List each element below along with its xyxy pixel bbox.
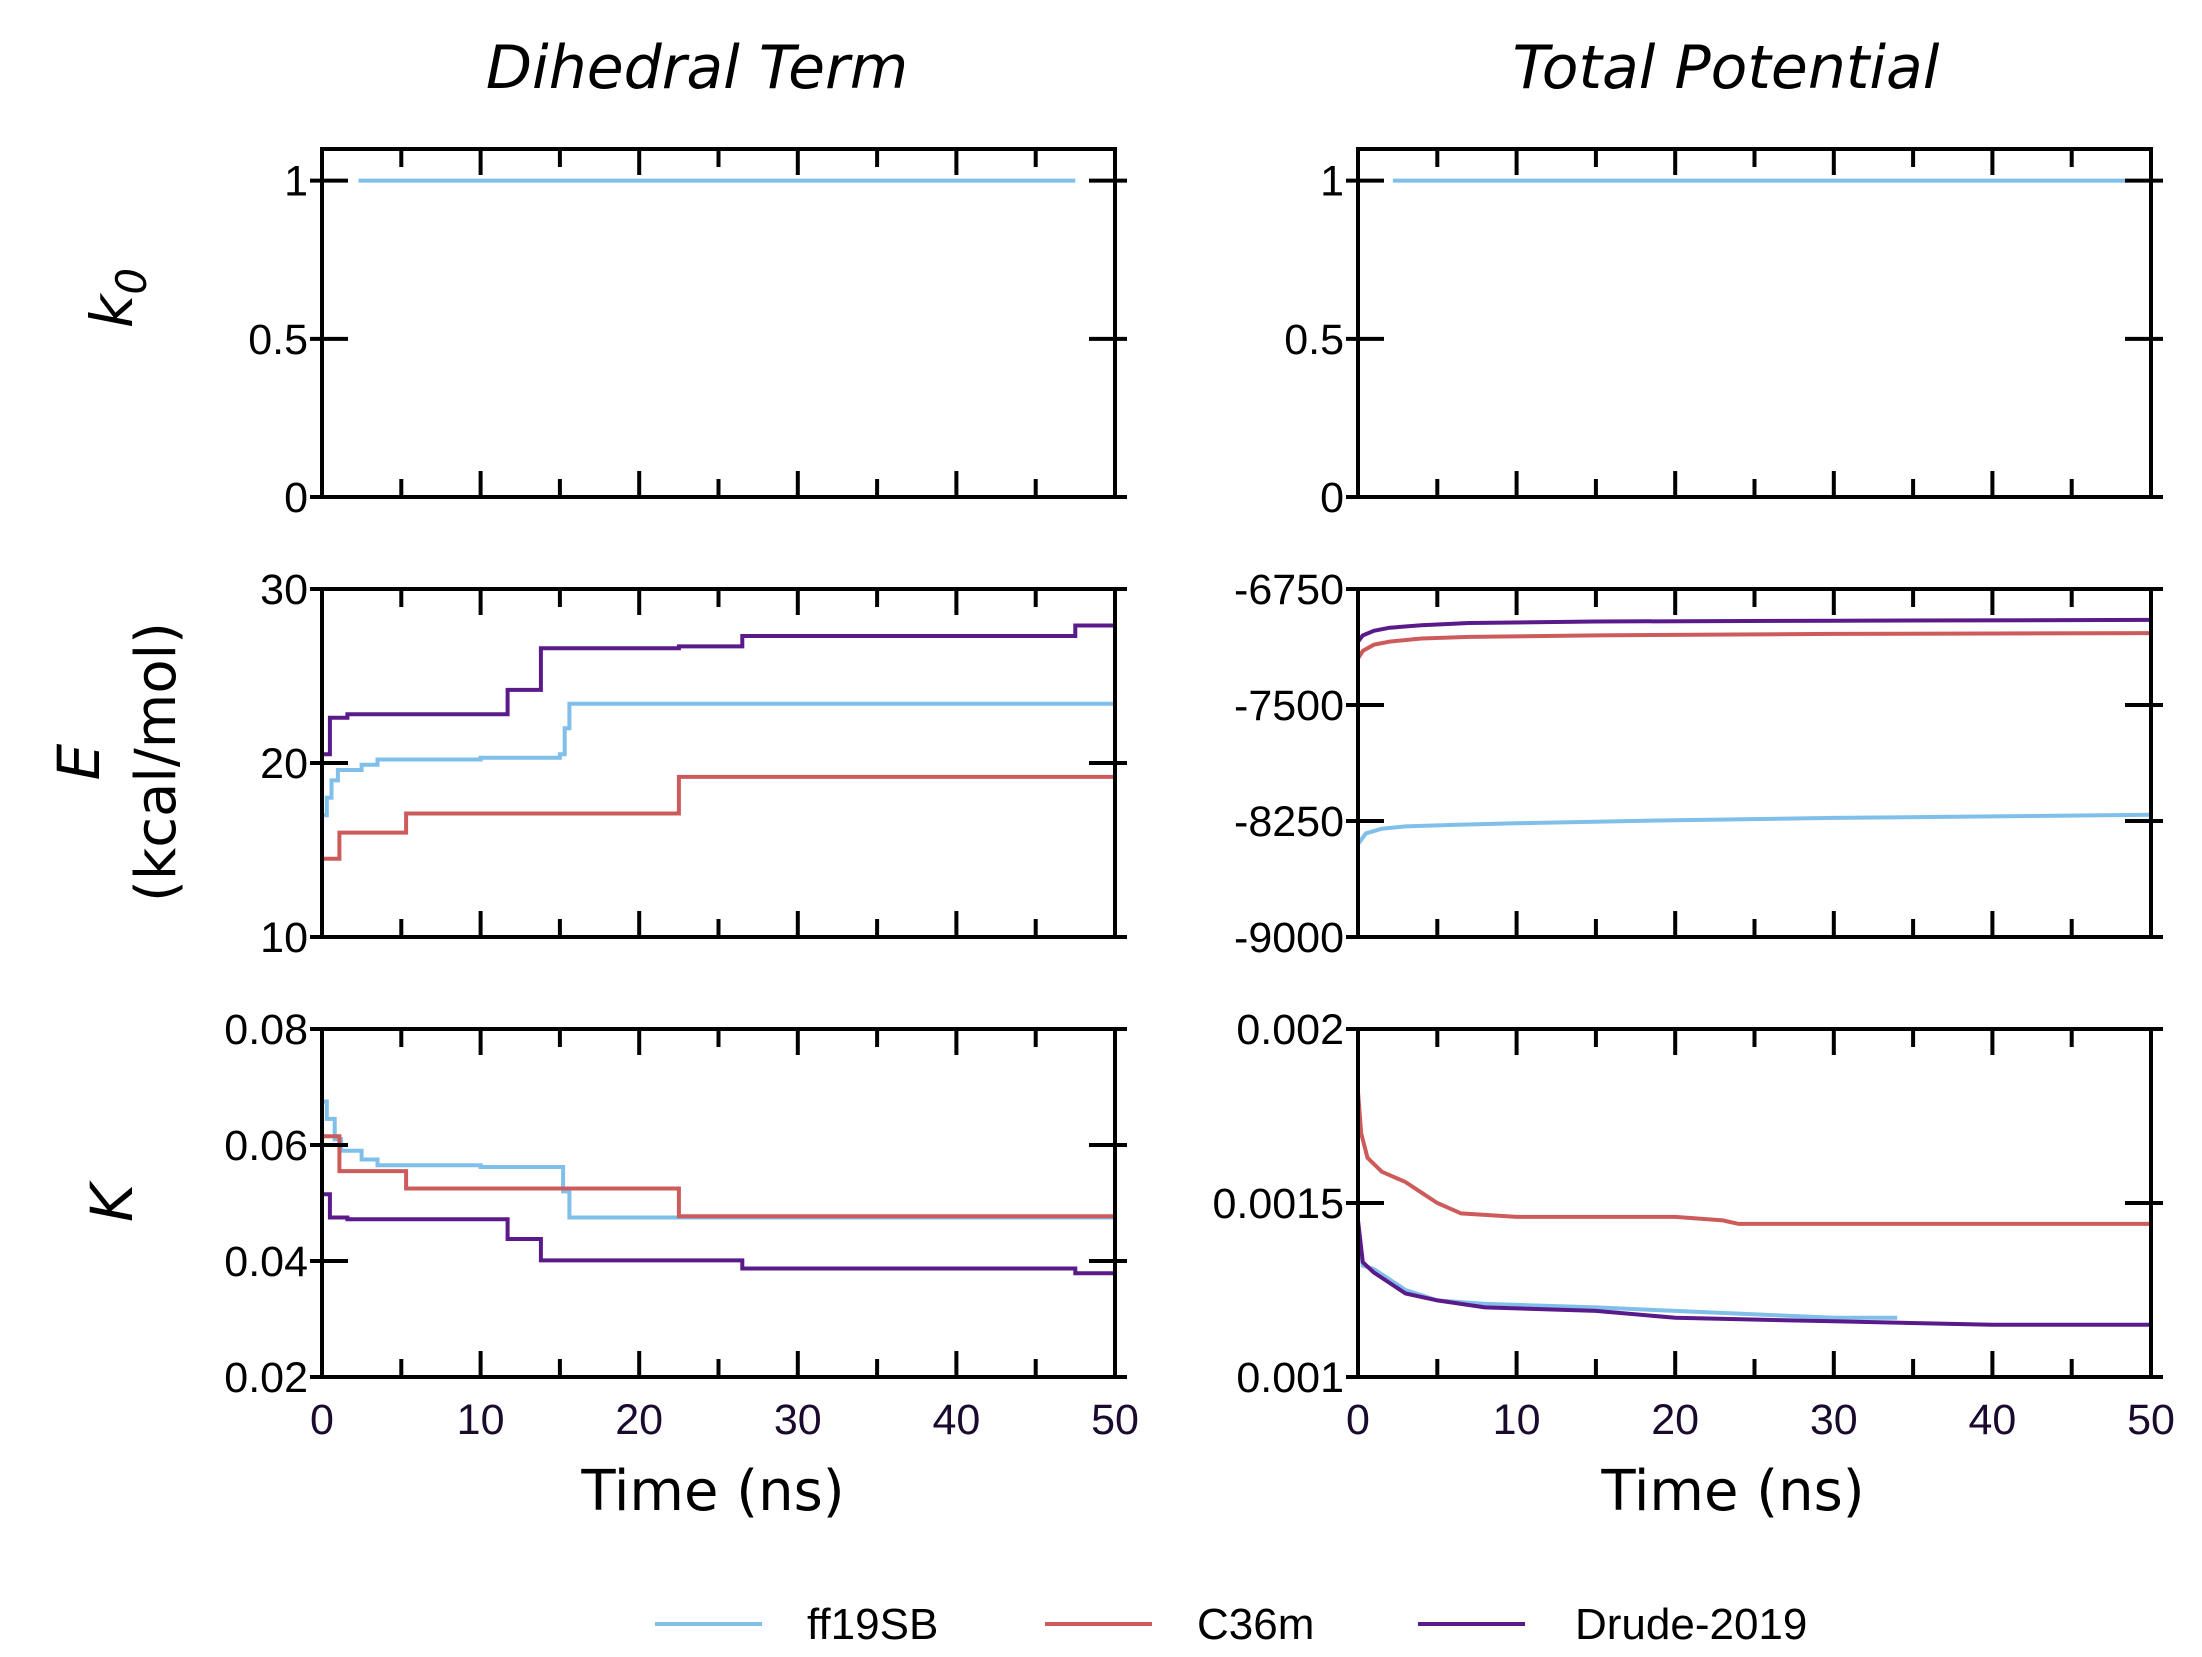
legend-label-C36m: C36m: [1197, 1600, 1314, 1649]
dihedral-K-series-1: [322, 1134, 1115, 1219]
x-axis-label-total: Time (ns): [1600, 1459, 1864, 1524]
dihedral-K-series-0: [322, 1099, 1115, 1220]
row-label-k0-sub: 0: [107, 268, 156, 295]
column-title-total: Total Potential: [1513, 33, 1940, 103]
dihedral-K-ytick-label: 0.06: [224, 1122, 308, 1170]
total-E-ytick-label: -7500: [1234, 682, 1344, 730]
dihedral-E-frame: [320, 587, 1117, 939]
total-E-series-0: [1356, 812, 2152, 846]
legend-label-Drude-2019: Drude-2019: [1575, 1600, 1807, 1649]
panel-dihedral-E: 10 20 30: [260, 566, 1127, 962]
total-k0-frame: [1356, 147, 2153, 499]
total-E-ytick-label: -8250: [1234, 798, 1344, 846]
total-K-series-0: [1356, 1091, 2151, 1226]
panel-dihedral-K: 0.02 0.04 0.06 0.08 0 10 20 30 40 50: [224, 1006, 1139, 1444]
x-axis-label-dihedral: Time (ns): [580, 1459, 844, 1524]
dihedral-E-series-1: [322, 774, 1115, 861]
dihedral-k0-ytick-label: 0.5: [248, 316, 308, 364]
dihedral-K-ytick-label: 0.08: [224, 1006, 308, 1054]
dihedral-K-xtick-label: 40: [932, 1396, 980, 1444]
total-K-ytick-label: 0.002: [1236, 1006, 1344, 1054]
dihedral-K-xtick-label: 30: [774, 1396, 822, 1444]
dihedral-K-xtick-label: 20: [615, 1396, 663, 1444]
total-E-series-2: [1356, 617, 2152, 643]
total-k0-ytick-label: 0: [1320, 474, 1344, 522]
dihedral-k0-ytick-label: 0: [284, 474, 308, 522]
total-K-ytick-label: 0.0015: [1212, 1180, 1344, 1228]
total-K-xtick-label: 50: [2127, 1396, 2175, 1444]
total-K-xtick-label: 0: [1346, 1396, 1370, 1444]
total-K-series-1: [1356, 1230, 1898, 1320]
dihedral-E-ytick-label: 20: [260, 740, 308, 788]
dihedral-E-ytick-label: 10: [260, 914, 308, 962]
legend: ff19SB C36m Drude-2019: [655, 1600, 1807, 1649]
row-label-k0-main: k: [78, 292, 146, 328]
total-K-xtick-label: 30: [1810, 1396, 1858, 1444]
panel-dihedral-k0: 00.51: [248, 147, 1127, 522]
dihedral-k0-ytick-label: 1: [284, 158, 308, 206]
column-title-dihedral: Dihedral Term: [486, 33, 908, 103]
dihedral-E-ytick-label: 30: [260, 566, 308, 614]
legend-label-ff19SB: ff19SB: [807, 1600, 938, 1649]
dihedral-K-xtick-label: 50: [1091, 1396, 1139, 1444]
dihedral-K-series-2: [322, 1192, 1115, 1276]
total-K-xtick-label: 20: [1651, 1396, 1699, 1444]
total-E-frame: [1356, 587, 2153, 939]
total-k0-ytick-label: 0.5: [1284, 316, 1344, 364]
dihedral-k0-frame: [320, 147, 1117, 499]
row-label-E-main: E: [45, 743, 113, 780]
dihedral-K-xtick-label: 0: [310, 1396, 334, 1444]
dihedral-K-frame: [320, 1027, 1117, 1379]
dihedral-K-ytick-label: 0.04: [224, 1238, 308, 1286]
svg-text:k0: k0: [78, 268, 156, 328]
row-label-E: E (kcal/mol): [45, 622, 189, 902]
panel-total-K: 0.001 0.0015 0.002 0 10 20 30 40 50: [1212, 1006, 2174, 1444]
total-K-xtick-label: 40: [1968, 1396, 2016, 1444]
total-E-series-1: [1356, 631, 2152, 660]
dihedral-E-series-2: [322, 623, 1115, 757]
row-label-k0: k0: [78, 268, 156, 328]
total-K-xtick-label: 10: [1493, 1396, 1541, 1444]
panel-total-E: -9000 -8250 -7500 -6750: [1234, 566, 2163, 962]
dihedral-E-series-0: [322, 701, 1115, 818]
row-label-K-main: K: [78, 1180, 146, 1222]
total-k0-ytick-label: 1: [1320, 158, 1344, 206]
total-K-series-2: [1356, 1220, 2151, 1327]
dihedral-K-xtick-label: 10: [457, 1396, 505, 1444]
row-label-E-unit: (kcal/mol): [124, 622, 189, 902]
total-K-ytick-label: 0.001: [1236, 1354, 1344, 1402]
total-E-ytick-label: -9000: [1234, 914, 1344, 962]
row-label-K: K: [78, 1180, 146, 1222]
dihedral-K-ytick-label: 0.02: [224, 1354, 308, 1402]
panel-total-k0: 00.51: [1284, 147, 2163, 522]
total-E-ytick-label: -6750: [1234, 566, 1344, 614]
